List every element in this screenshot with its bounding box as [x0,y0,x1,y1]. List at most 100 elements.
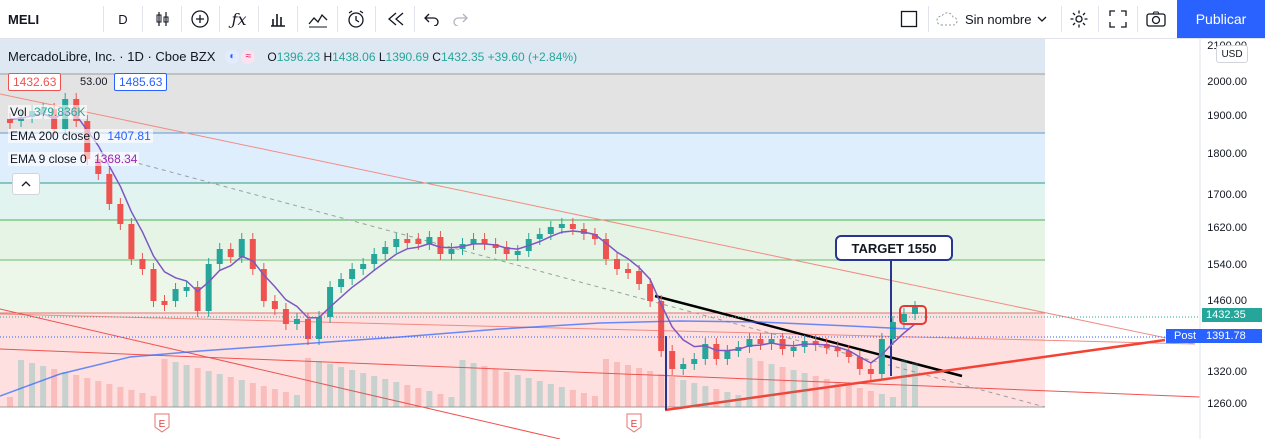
gear-icon[interactable] [1066,0,1092,38]
candle-body [878,339,885,374]
volume-bar [801,373,808,407]
volume-bar [437,394,444,407]
toolbar-divider [1137,6,1138,32]
earnings-marker[interactable]: E [154,413,170,433]
candle-body [481,239,488,244]
interval-button[interactable]: D [118,11,128,27]
volume-bar [558,387,565,407]
volume-bar [106,384,113,407]
candle-body [172,289,179,301]
redo-icon[interactable] [447,0,473,38]
candle-body [845,351,852,357]
candle-body [867,369,874,374]
volume-bar [73,375,80,407]
indicator-ema-200[interactable]: EMA 200 close 0 1407.81 [8,129,153,143]
svg-text:E: E [159,419,166,430]
undo-icon[interactable] [419,0,445,38]
candle-body [448,249,455,254]
volume-bar [150,396,157,407]
fx-icon[interactable]: ƒx [231,9,247,29]
fullscreen-toggle-icon[interactable] [896,0,922,38]
candle-body [128,224,135,259]
candle-body [349,269,356,279]
price-change: +39.60 (+2.84%) [487,49,578,64]
volume-bar [912,363,918,407]
layout-menu[interactable]: Sin nombre [935,0,1061,38]
candles-style-icon[interactable] [150,0,176,38]
volume-bar [525,378,532,407]
financials-icon[interactable] [264,0,292,38]
volume-bar [459,360,466,407]
volume-bar [691,383,698,407]
candlesticks [7,93,918,380]
price-chart[interactable]: TARGET 1550 E E [0,39,1265,439]
symbol-title: MercadoLibre, Inc. · 1D · Cboe BZX [8,49,216,64]
buy-price-button[interactable]: 1485.63 [114,73,168,91]
price-tick-label: 1540.00 [1207,259,1247,271]
volume-bar [900,360,907,407]
collapse-legend-button[interactable] [12,173,40,195]
candle-body [338,279,345,287]
candle-body [150,269,157,301]
price-tick-label: 2000.00 [1207,76,1247,88]
indicator-volume[interactable]: Vol 379.836K [8,105,88,119]
earnings-marker[interactable]: E [626,413,642,433]
candle-body [856,357,863,369]
fib-zones [0,39,1045,408]
volume-bars [7,358,918,407]
expand-icon[interactable] [1105,0,1131,38]
volume-bar [481,366,488,407]
price-tick-label: 1460.00 [1207,295,1247,307]
alert-clock-icon[interactable] [342,0,370,38]
candle-body [161,301,168,305]
volume-bar [172,362,179,407]
post-market-price-tag: 1391.78 [1202,329,1262,343]
price-tick-label: 1620.00 [1207,222,1247,234]
chart-area[interactable]: TARGET 1550 E E MercadoLibre, Inc. · 1D … [0,39,1265,439]
candle-body [227,249,234,257]
candle-body [293,319,300,324]
volume-bar [834,382,841,407]
candle-body [790,347,797,351]
toolbar-divider [219,6,220,32]
candle-body [834,347,841,351]
candle-body [812,341,819,345]
symbol-search-button[interactable]: MELI [8,11,40,27]
publish-button[interactable]: Publicar [1177,0,1265,38]
candle-body [569,224,576,229]
volume-bar [62,372,69,407]
volume-bar [183,365,190,407]
candle-body [691,359,698,364]
candle-body [823,344,830,348]
volume-bar [547,384,554,407]
candle-body [713,344,720,359]
volume-bar [316,361,323,407]
currency-label[interactable]: USD [1216,45,1248,63]
indicator-ema-9[interactable]: EMA 9 close 0 1368.34 [8,152,140,166]
candle-body [382,247,389,254]
toolbar-divider [142,6,143,32]
volume-bar [40,366,47,407]
volume-bar [779,367,786,407]
candle-body [558,224,565,228]
sell-price-button[interactable]: 1432.63 [8,73,62,91]
volume-bar [249,383,256,407]
volume-bar [823,379,830,407]
volume-bar [128,390,135,407]
compare-add-icon[interactable] [186,0,214,38]
volume-bar [95,381,102,407]
candle-body [194,287,201,311]
volume-bar [360,373,367,407]
toolbar-divider [297,6,298,32]
camera-icon[interactable] [1143,0,1169,38]
candle-body [183,287,190,291]
volume-bar [84,378,91,407]
templates-icon[interactable] [304,0,332,38]
candle-body [106,174,113,204]
toolbar-divider [337,6,338,32]
volume-bar [393,382,400,407]
replay-icon[interactable] [382,0,410,38]
layout-name: Sin nombre [965,11,1032,27]
candle-body [900,314,907,322]
ema-200-line [0,320,911,397]
